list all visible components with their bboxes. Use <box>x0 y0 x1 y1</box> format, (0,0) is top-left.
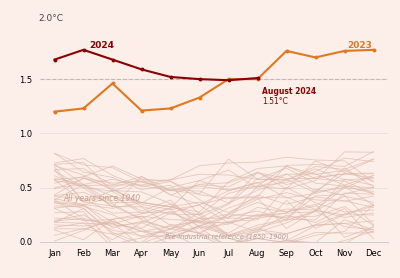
Text: Pre-industrial reference (1850–1900): Pre-industrial reference (1850–1900) <box>165 234 288 240</box>
Text: August 2024: August 2024 <box>262 87 316 96</box>
Text: 2024: 2024 <box>89 41 114 50</box>
Text: All years since 1940: All years since 1940 <box>63 194 140 203</box>
Text: 2023: 2023 <box>347 41 372 50</box>
Text: 2.0°C: 2.0°C <box>38 14 64 23</box>
Text: 1.51°C: 1.51°C <box>262 97 288 106</box>
